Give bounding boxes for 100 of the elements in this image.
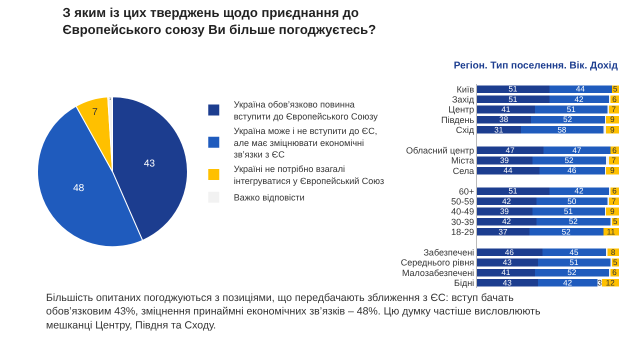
bar — [532, 156, 606, 164]
y-tick-label: 60+ — [458, 186, 474, 196]
data-label: 3 — [597, 278, 602, 288]
y-tick-label: Захід — [452, 94, 475, 104]
data-label: 8 — [610, 248, 616, 257]
data-label: 44 — [576, 84, 586, 94]
bar — [609, 156, 619, 164]
data-label: 47 — [572, 146, 582, 155]
bar — [606, 156, 610, 164]
bar — [477, 258, 538, 266]
bar — [538, 258, 610, 266]
bar — [542, 248, 606, 256]
bar — [530, 116, 605, 124]
bar — [544, 146, 610, 154]
data-label: 7 — [612, 196, 617, 206]
data-label: 39 — [500, 156, 510, 165]
data-label: 58 — [557, 125, 567, 134]
bar — [539, 166, 605, 175]
data-label: 51 — [508, 186, 518, 196]
bar — [477, 126, 522, 134]
y-tick-label: Бідні — [454, 278, 474, 288]
bar — [549, 95, 610, 104]
bar — [538, 279, 598, 287]
data-label: 9 — [610, 125, 616, 134]
data-label: 51 — [508, 84, 518, 94]
data-label: 31 — [494, 125, 504, 134]
y-tick-label: Міста — [451, 156, 474, 166]
bar — [535, 106, 608, 114]
y-tick-label: Середнього рівня — [400, 258, 474, 268]
y-tick-label: 40-49 — [451, 206, 474, 217]
bar — [521, 126, 604, 134]
data-label: 52 — [567, 268, 577, 278]
bar — [477, 85, 550, 93]
legend-label: Україні не потрібно взагалі інтегруватися у Європейський Союз — [234, 164, 384, 186]
bar — [477, 248, 542, 256]
bar — [477, 106, 536, 114]
data-label: 45 — [570, 248, 579, 257]
y-tick-label: Малозабезпечені — [402, 268, 474, 278]
data-label: 6 — [612, 94, 618, 104]
data-label: 52 — [563, 115, 573, 124]
data-label: 39 — [500, 206, 510, 216]
bar — [609, 106, 619, 114]
data-label: 51 — [566, 104, 576, 114]
data-label: 51 — [570, 258, 579, 268]
data-label: 7 — [612, 156, 617, 165]
bar — [549, 85, 612, 93]
data-label: 38 — [499, 115, 509, 124]
chart-title: Регіон. Тип поселення. Вік. Дохід — [454, 60, 618, 72]
data-label: 11 — [606, 227, 616, 236]
bar — [532, 208, 605, 216]
text: Більшість опитаних погоджуються з позиціями, що передбачають зближення з ЄС: вступ бачать обов’язковим 43%, зміцнення принаймні економічних зв’язків – 48%. Цю думку частіше висловлюють мешканці Центру, Півдня та Сходу. — [46, 292, 541, 332]
data-label: 7 — [612, 104, 617, 114]
legend-label: Україна обов’язково повинна вступити до Європейського Союзу — [234, 100, 378, 122]
bar — [477, 268, 536, 277]
data-label: 44 — [504, 166, 513, 176]
y-tick-label: Київ — [456, 84, 474, 94]
data-label: 52 — [562, 227, 572, 236]
bar — [477, 228, 530, 236]
data-label: 37 — [498, 227, 508, 236]
y-tick-label: Села — [452, 166, 474, 176]
bar — [536, 197, 608, 206]
y-tick-label: Забезпечені — [424, 247, 474, 258]
bar — [477, 187, 550, 195]
bar — [477, 279, 538, 287]
bar — [535, 268, 610, 277]
y-tick-label: Південь — [441, 114, 474, 125]
data-label: 6 — [612, 268, 618, 278]
data-label: 42 — [502, 217, 512, 226]
legend-label: Важко відповісти — [234, 192, 305, 203]
data-label: 42 — [574, 94, 584, 104]
data-label: 50 — [567, 196, 577, 206]
data-label: 9 — [610, 166, 616, 176]
data-label: 42 — [574, 186, 584, 196]
bar — [477, 156, 532, 164]
data-label: 42 — [563, 278, 573, 288]
data-label: 43 — [502, 258, 512, 268]
y-tick-label: Схід — [456, 125, 475, 136]
y-tick-label: Центр — [448, 104, 474, 115]
y-tick-label: 30-39 — [451, 216, 474, 227]
data-label: 43 — [144, 158, 156, 170]
y-tick-label: 50-59 — [451, 196, 474, 206]
data-label: 51 — [564, 206, 574, 216]
chart-title: З яким із цих тверджень щодо приєднання до Європейського союзу Ви більше погоджуєтесь? — [62, 5, 376, 37]
bar — [477, 146, 544, 154]
bar — [477, 218, 537, 226]
data-label: 5 — [612, 84, 618, 94]
data-label: 52 — [568, 217, 578, 226]
data-label: 9 — [610, 206, 616, 216]
data-label: 47 — [506, 146, 516, 155]
bar — [477, 208, 532, 216]
data-label: 48 — [73, 182, 85, 194]
data-label: 43 — [502, 278, 512, 288]
data-label: 6 — [612, 186, 618, 196]
data-label: 46 — [567, 166, 577, 176]
bar — [549, 187, 610, 195]
data-label: 46 — [504, 248, 514, 257]
bar — [536, 218, 610, 226]
legend-label: Україна може і не вступити до ЄС, але має зміцнювати економічні зв’язки з ЄС — [234, 126, 378, 160]
data-label: 42 — [502, 196, 512, 206]
data-label: 12 — [606, 278, 616, 288]
